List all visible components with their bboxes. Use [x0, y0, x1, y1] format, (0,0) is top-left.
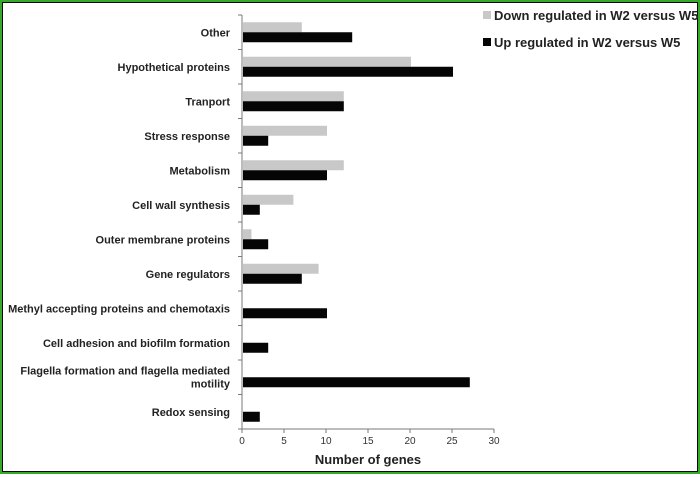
bar-down-regulated — [243, 194, 294, 205]
bar-down-regulated — [243, 263, 319, 274]
legend-swatch — [483, 11, 491, 19]
x-tick-label: 20 — [404, 436, 416, 447]
bar-down-regulated — [243, 125, 327, 136]
x-tick-label: 30 — [488, 436, 500, 447]
category-label: Stress response — [144, 131, 230, 143]
bar-up-regulated — [243, 377, 470, 388]
legend-label: Down regulated in W2 versus W5 — [494, 8, 698, 23]
bar-up-regulated — [243, 66, 453, 77]
x-tick-label: 25 — [446, 436, 458, 447]
category-label: Metabolism — [169, 165, 230, 177]
bar-up-regulated — [243, 101, 344, 112]
category-label: Hypothetical proteins — [118, 62, 230, 74]
legend-label: Up regulated in W2 versus W5 — [494, 35, 680, 50]
bar-up-regulated — [243, 135, 269, 146]
category-label: Redox sensing — [152, 407, 230, 419]
category-label: Cell wall synthesis — [132, 200, 230, 212]
bar-up-regulated — [243, 239, 269, 250]
category-label: Gene regulators — [146, 269, 230, 281]
bar-up-regulated — [243, 411, 260, 422]
category-label: Flagella formation and flagella mediated… — [20, 365, 231, 390]
x-axis-title: Number of genes — [315, 452, 421, 467]
bar-down-regulated — [243, 160, 344, 171]
bar-up-regulated — [243, 342, 269, 353]
x-tick-label: 10 — [320, 436, 332, 447]
category-label: Methyl accepting proteins and chemotaxis — [8, 303, 230, 315]
bar-up-regulated — [243, 170, 327, 181]
bar-up-regulated — [243, 32, 353, 43]
bar-up-regulated — [243, 308, 327, 319]
bar-down-regulated — [243, 22, 302, 33]
category-label-line: Flagella formation and flagella mediated — [20, 365, 230, 377]
category-label: Outer membrane proteins — [96, 234, 230, 246]
legend-swatch — [483, 38, 491, 46]
x-tick-label: 0 — [239, 436, 245, 447]
x-tick-label: 5 — [281, 436, 287, 447]
bar-down-regulated — [243, 229, 252, 240]
bar-down-regulated — [243, 56, 411, 67]
bar-up-regulated — [243, 204, 260, 215]
category-label-line: motility — [191, 378, 231, 390]
category-label: Tranport — [185, 96, 230, 108]
bar-chart: Other Hypothetical proteins Tranport Stress… — [8, 8, 698, 467]
category-label: Cell adhesion and biofilm formation — [43, 338, 230, 350]
bar-down-regulated — [243, 91, 344, 102]
category-label: Other — [201, 27, 231, 39]
x-tick-label: 15 — [362, 436, 374, 447]
bar-up-regulated — [243, 273, 302, 284]
